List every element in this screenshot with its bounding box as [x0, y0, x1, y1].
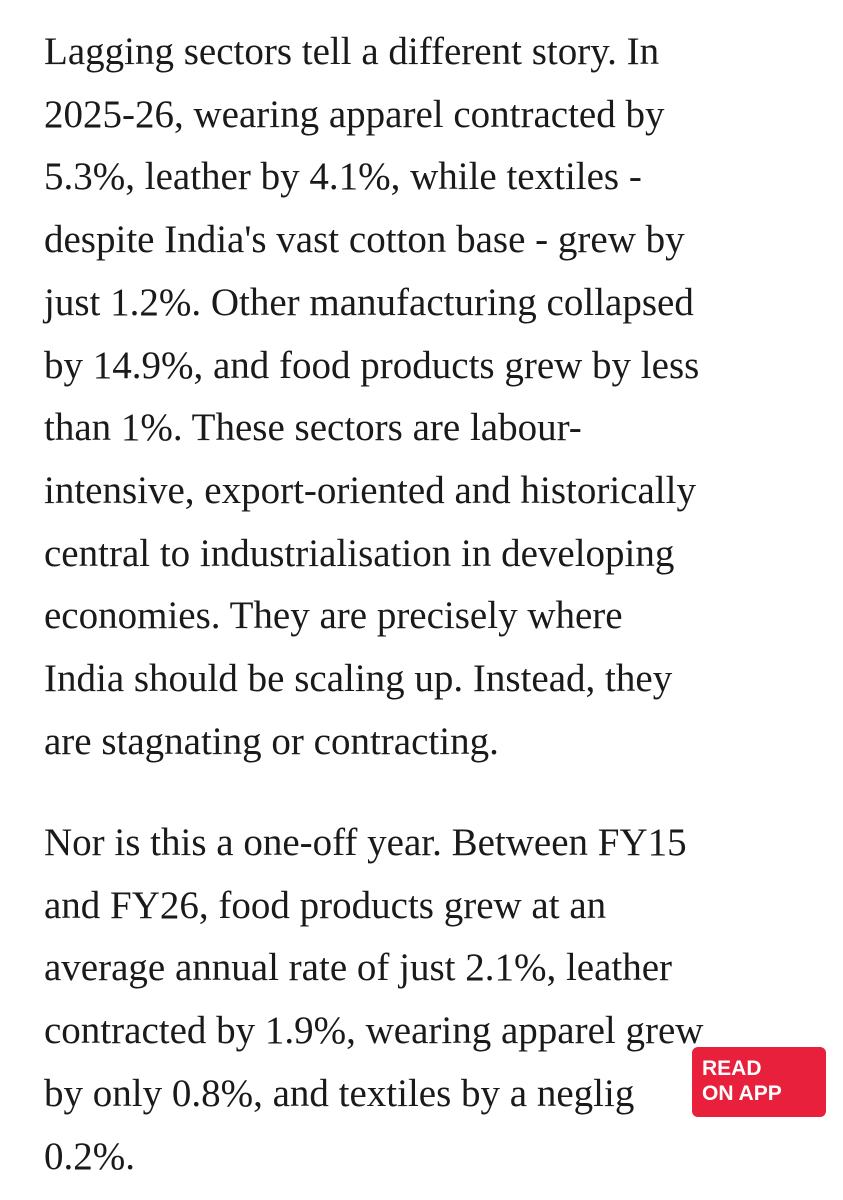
text-line: central to industrialisation in developi… — [44, 531, 675, 575]
text-line: by 14.9%, and food products grew by less — [44, 343, 700, 387]
text-line: are stagnating or contracting. — [44, 719, 499, 763]
button-text: ON APP — [702, 1082, 782, 1105]
text-line: economies. They are precisely where — [44, 594, 623, 638]
text-line: average annual rate of just 2.1%, leathe… — [44, 946, 673, 990]
text-line: intensive, export-oriented and historica… — [44, 468, 696, 512]
read-on-app-button[interactable]: READ ON APP — [692, 1047, 826, 1117]
text-line: than 1%. These sectors are labour- — [44, 406, 582, 450]
text-line: by only 0.8%, and textiles by a neglig — [44, 1071, 635, 1115]
text-line: contracted by 1.9%, wearing apparel grew — [44, 1009, 704, 1053]
button-text: READ — [702, 1057, 762, 1080]
text-line: India should be scaling up. Instead, the… — [44, 657, 673, 700]
text-line: Lagging sectors tell a different story. … — [44, 30, 660, 73]
text-line: despite India's vast cotton base - grew … — [44, 218, 685, 262]
text-line: just 1.2%. Other manufacturing collapsed — [44, 280, 694, 324]
text-line: Nor is this a one-off year. Between FY15 — [44, 821, 687, 864]
text-line: 2025-26, wearing apparel contracted by — [44, 92, 665, 136]
text-line: 0.2%. — [44, 1134, 135, 1178]
text-line: 5.3%, leather by 4.1%, while textiles - — [44, 155, 642, 199]
text-line: and FY26, food products grew at an — [44, 883, 607, 927]
